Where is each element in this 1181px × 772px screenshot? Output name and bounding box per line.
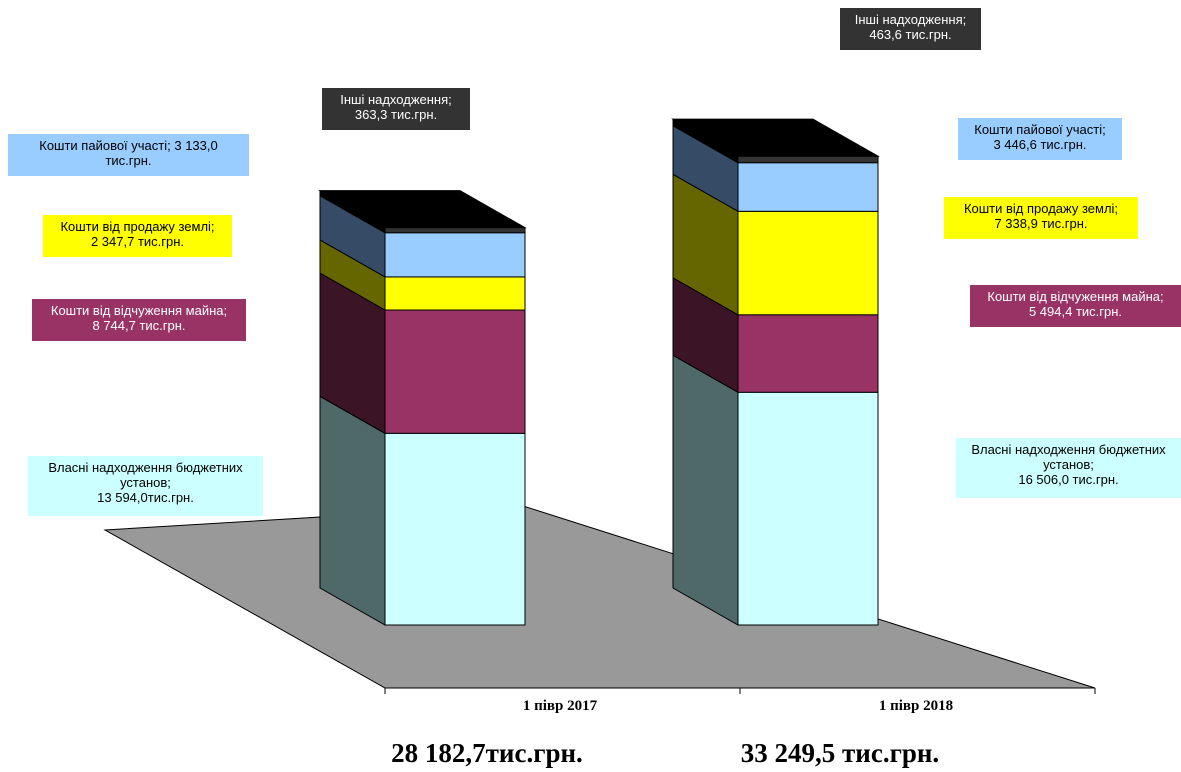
bar-side-0-0 — [319, 395, 386, 626]
data-label-2018-land-sale: Кошти від продажу землі; 7 338,9 тис.грн… — [944, 197, 1138, 239]
bar-segment-1-4 — [737, 155, 879, 164]
data-label-2017-own-revenue: Власні надходження бюджетних установ; 13… — [28, 456, 263, 516]
bar-segment-1-0 — [737, 391, 879, 626]
bar-segment-0-3 — [384, 232, 526, 278]
bar-segment-0-0 — [384, 432, 526, 626]
chart-floor — [103, 504, 1096, 689]
data-label-2017-property-alienation: Кошти від відчуження майна; 8 744,7 тис.… — [32, 299, 246, 341]
data-label-2018-property-alienation: Кошти від відчуження майна; 5 494,4 тис.… — [970, 285, 1181, 327]
bar-top-0 — [318, 190, 527, 229]
bar-top-1 — [671, 118, 880, 157]
data-label-2017-land-sale: Кошти від продажу землі; 2 347,7 тис.грн… — [43, 215, 232, 257]
category-label-2018: 1 пiвр 2018 — [878, 698, 954, 714]
data-label-2017-other-revenue: Інші надходження; 363,3 тис.грн. — [322, 88, 470, 130]
bar-side-1-0 — [672, 354, 739, 626]
bar-segment-0-1 — [384, 309, 526, 434]
bar-segment-0-4 — [384, 227, 526, 234]
total-2017: 28 182,7тис.грн. — [391, 738, 583, 768]
bar-segment-1-3 — [737, 162, 879, 212]
bar-segment-0-2 — [384, 276, 526, 311]
category-label-2017: 1 пiвр 2017 — [522, 698, 598, 714]
bar-segment-1-1 — [737, 314, 879, 393]
data-label-2018-own-revenue: Власні надходження бюджетних установ; 16… — [956, 438, 1181, 498]
total-2018: 33 249,5 тис.грн. — [740, 738, 940, 768]
data-label-2018-other-revenue: Інші надходження; 463,6 тис.грн. — [840, 8, 981, 50]
data-label-2018-equity-participation: Кошти пайової участі; 3 446,6 тис.грн. — [958, 118, 1122, 160]
data-label-2017-equity-participation: Кошти пайової участі; 3 133,0 тис.грн. — [8, 134, 249, 176]
bar-segment-1-2 — [737, 210, 879, 316]
